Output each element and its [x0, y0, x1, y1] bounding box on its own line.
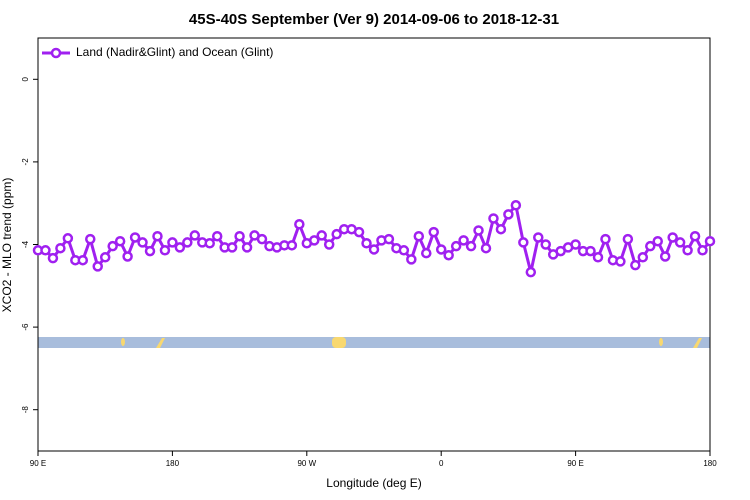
- land-patch: [332, 337, 346, 348]
- data-point: [659, 251, 671, 262]
- data-point: [353, 226, 365, 238]
- data-point: [85, 233, 96, 245]
- data-point: [241, 242, 253, 253]
- data-point: [92, 261, 103, 272]
- chart-title: 45S-40S September (Ver 9) 2014-09-06 to …: [189, 11, 559, 28]
- data-point: [99, 252, 111, 263]
- data-point: [435, 244, 447, 255]
- data-point: [152, 230, 163, 242]
- data-point: [62, 233, 74, 244]
- data-point: [667, 232, 678, 243]
- land-ocean-strip: [38, 337, 710, 348]
- land-patch: [659, 338, 663, 346]
- land-patch: [156, 338, 165, 348]
- data-point: [450, 240, 462, 252]
- x-tick-label: 180: [703, 459, 717, 468]
- data-point: [503, 209, 514, 220]
- data-point: [592, 252, 604, 263]
- data-point: [406, 254, 417, 265]
- data-point: [189, 230, 201, 241]
- y-axis-label: XCO2 - MLO trend (ppm): [0, 178, 14, 313]
- data-point: [256, 233, 268, 245]
- data-point: [211, 230, 223, 242]
- data-point: [682, 245, 693, 256]
- data-point: [40, 245, 51, 256]
- data-point: [398, 245, 410, 256]
- data-point: [234, 230, 245, 242]
- data-point: [645, 240, 656, 252]
- data-point: [361, 238, 372, 249]
- data-point: [413, 230, 425, 242]
- data-point: [182, 237, 193, 248]
- data-point: [518, 237, 529, 248]
- data-point: [570, 239, 581, 250]
- ocean-strip: [38, 337, 710, 348]
- data-point: [630, 259, 641, 271]
- data-point: [495, 223, 507, 235]
- data-point: [77, 254, 89, 266]
- data-point: [533, 232, 544, 243]
- data-point: [637, 252, 649, 263]
- data-point: [309, 235, 320, 246]
- data-point: [488, 213, 499, 224]
- data-point: [294, 219, 305, 230]
- data-point: [159, 245, 171, 256]
- y-tick-label: -6: [21, 323, 30, 331]
- data-point: [473, 225, 484, 236]
- x-tick-label: 180: [166, 459, 180, 468]
- y-tick-label: -8: [21, 406, 30, 414]
- data-point: [458, 235, 469, 246]
- x-tick-label: 90 E: [567, 459, 583, 468]
- data-point: [540, 239, 551, 250]
- data-point: [600, 233, 611, 245]
- data-point: [368, 244, 380, 255]
- x-tick-label: 90 E: [30, 459, 46, 468]
- data-point: [323, 239, 335, 250]
- data-point: [510, 200, 522, 211]
- y-tick-label: 0: [21, 77, 30, 82]
- data-point: [652, 235, 663, 247]
- data-point: [331, 228, 342, 240]
- data-point: [674, 237, 686, 248]
- x-axis-label: Longitude (deg E): [326, 476, 421, 490]
- data-point: [465, 240, 477, 252]
- data-point: [174, 242, 186, 253]
- land-patch: [693, 338, 702, 348]
- land-patch: [121, 338, 125, 346]
- data-point: [144, 245, 156, 257]
- data-point: [226, 242, 238, 253]
- data-point: [622, 233, 634, 245]
- data-point: [55, 242, 66, 254]
- data-point: [480, 242, 492, 254]
- data-point: [428, 226, 439, 238]
- data-point: [107, 240, 118, 252]
- data-point: [122, 251, 133, 262]
- data-point: [697, 245, 708, 256]
- data-point: [585, 245, 596, 257]
- data-point: [114, 235, 126, 247]
- legend-label: Land (Nadir&Glint) and Ocean (Glint): [76, 45, 273, 59]
- data-point: [47, 252, 59, 264]
- y-tick-label: -4: [21, 240, 30, 248]
- data-point: [615, 256, 626, 267]
- legend-marker: [50, 47, 62, 59]
- data-point: [167, 237, 178, 248]
- data-point: [129, 232, 141, 243]
- data-point: [137, 237, 148, 248]
- y-tick-label: -2: [21, 158, 30, 166]
- data-point: [286, 240, 298, 251]
- data-point: [316, 230, 327, 241]
- data-point: [704, 235, 716, 247]
- data-point: [689, 230, 701, 242]
- x-tick-label: 0: [439, 459, 444, 468]
- data-point: [204, 238, 215, 249]
- data-point: [421, 247, 432, 259]
- data-point: [383, 233, 395, 245]
- data-point: [443, 249, 454, 261]
- data-point: [525, 266, 537, 278]
- x-tick-label: 90 W: [297, 459, 316, 468]
